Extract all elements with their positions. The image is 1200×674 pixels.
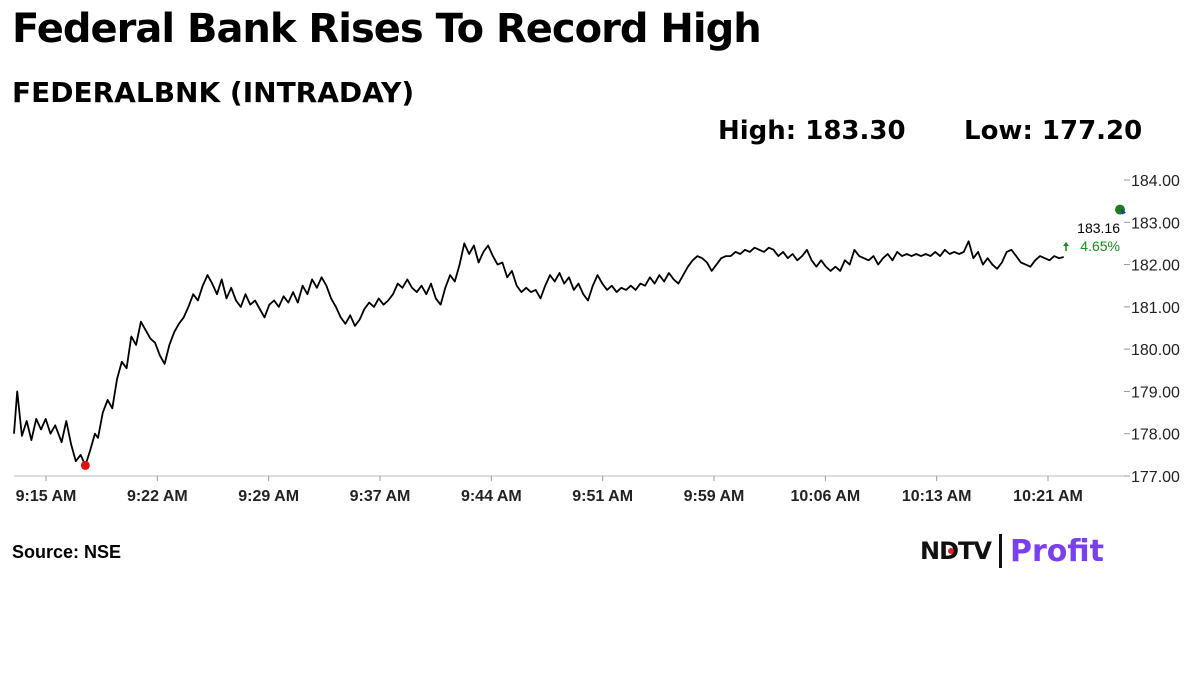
source-note: Source: NSE bbox=[12, 542, 122, 562]
y-tick-label: 178.00 bbox=[1131, 427, 1180, 444]
x-tick-label: 9:29 AM bbox=[238, 488, 299, 505]
y-tick-label: 182.00 bbox=[1131, 258, 1180, 275]
logo-ndtv-text: NDTV bbox=[920, 537, 992, 565]
x-tick-label: 9:44 AM bbox=[461, 488, 522, 505]
x-tick-label: 9:15 AM bbox=[16, 488, 77, 505]
x-tick-label: 10:21 AM bbox=[1013, 488, 1083, 505]
y-tick-label: 181.00 bbox=[1131, 300, 1180, 317]
low-point-marker bbox=[80, 460, 90, 470]
logo-profit-text: Profit bbox=[1009, 533, 1104, 569]
y-tick-label: 183.00 bbox=[1131, 215, 1180, 232]
y-tick-label: 180.00 bbox=[1131, 342, 1180, 359]
y-tick-label: 179.00 bbox=[1131, 384, 1180, 401]
x-tick-label: 10:13 AM bbox=[902, 488, 972, 505]
high-point-pointer-icon bbox=[1121, 208, 1126, 215]
low-label: Low: 177.20 bbox=[964, 116, 1143, 146]
change-label: 4.65% bbox=[1080, 238, 1120, 254]
x-tick-label: 10:06 AM bbox=[791, 488, 861, 505]
ndtv-profit-logo: NDTV Profit bbox=[920, 531, 1104, 571]
chart-title: Federal Bank Rises To Record High bbox=[12, 6, 762, 52]
high-label: High: 183.30 bbox=[718, 116, 906, 146]
up-arrow-icon bbox=[1063, 242, 1069, 251]
price-line bbox=[13, 240, 1064, 467]
y-tick-label: 184.00 bbox=[1131, 173, 1180, 190]
last-value-label: 183.16 bbox=[1077, 220, 1120, 236]
logo-divider bbox=[998, 534, 1002, 568]
y-tick-label: 177.00 bbox=[1131, 469, 1180, 486]
chart-subtitle: FEDERALBNK (INTRADAY) bbox=[12, 76, 415, 109]
x-tick-label: 9:37 AM bbox=[350, 488, 411, 505]
logo-red-dot-icon bbox=[948, 548, 954, 554]
x-tick-label: 9:51 AM bbox=[572, 488, 633, 505]
x-tick-label: 9:22 AM bbox=[127, 488, 188, 505]
x-tick-label: 9:59 AM bbox=[684, 488, 745, 505]
